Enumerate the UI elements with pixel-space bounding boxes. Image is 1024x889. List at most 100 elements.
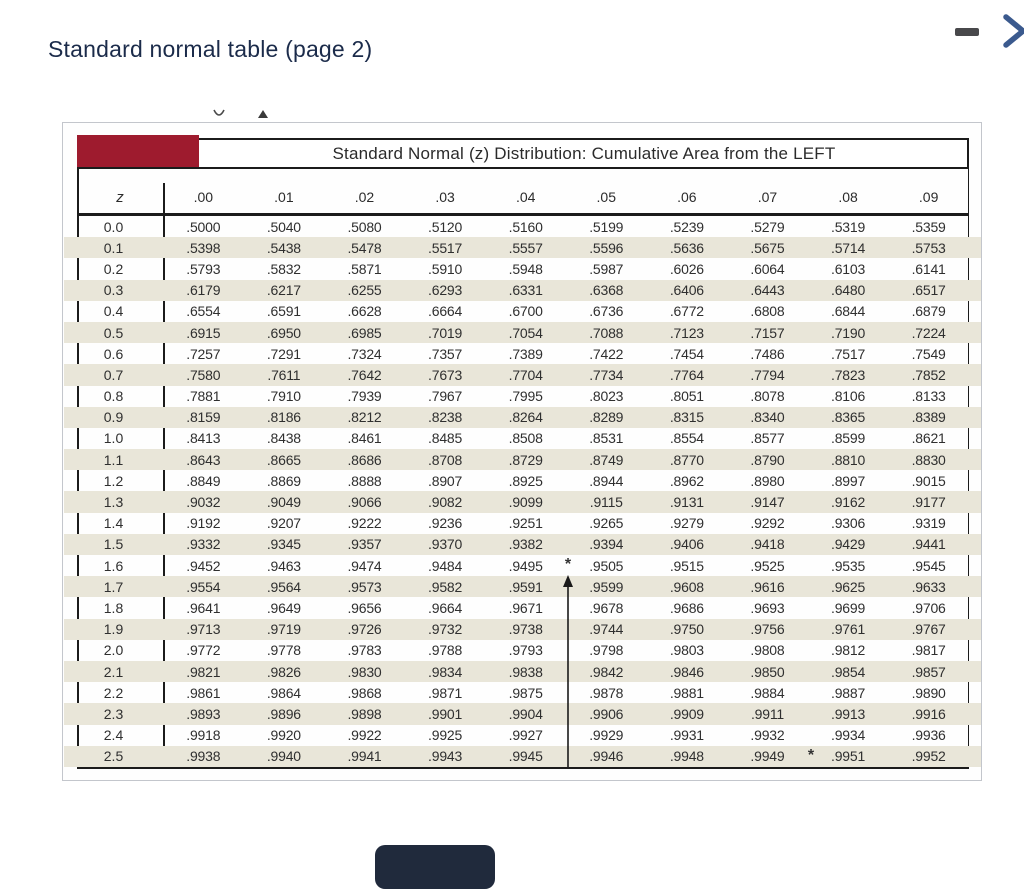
table-row: 1.5 .9332 .9345 .9357 .9370 .9382 .9394 .9406 .9… [64,533,981,555]
table-cell: .8907 [428,472,463,489]
table-row: 1.6 .9452 .9463 .9474 .9484 .9495 .9505 .9515 .9… [64,555,981,576]
table-cell: .9306 [831,515,866,532]
table-cell: .9850 [750,663,785,680]
table-cell: .9719 [266,621,301,638]
table-cell: .9222 [347,515,382,532]
table-cell: .9878 [589,684,624,701]
table-cell: .8869 [266,472,301,489]
table-cell: .9608 [669,578,704,595]
column-header-00: .00 [193,189,214,205]
table-cell: .9332 [186,536,221,553]
table-row: 1.9 .9713 .9719 .9726 .9732 .9738 .9744 .9750 .9… [64,618,981,640]
table-cell: .9292 [750,515,785,532]
table-cell: .8599 [831,430,866,447]
table-cell: .5279 [750,218,785,235]
table-cell: .9049 [266,494,301,511]
table-cell: .9394 [589,536,624,553]
table-cell: .9918 [186,727,221,744]
table-cell: .9082 [428,494,463,511]
table-cell: .7088 [589,324,624,341]
table-cell: .9545 [911,557,946,574]
table-cell: .9591 [508,578,543,595]
column-header-08: .08 [838,189,858,205]
table-cell: .8485 [428,430,463,447]
table-cell: .9887 [831,684,866,701]
table-cell: .9032 [186,494,221,511]
table-cell: .9738 [508,621,543,638]
table-cell: .6443 [750,282,785,299]
table-cell: .7611 [267,366,301,383]
table-row: 1.7 .9554 .9564 .9573 .9582 .9591 .9599 .9608 .9… [64,576,981,598]
table-cell: .5871 [347,260,382,277]
z-column-divider [163,183,165,769]
table-cell: .9625 [831,578,866,595]
table-cell: .9812 [831,642,866,659]
table-cell: .8438 [266,430,301,447]
table-cell: .9909 [669,705,704,722]
table-cell: .7794 [750,366,785,383]
table-row: 2.2 .9861 .9864 .9868 .9871 .9875 .9878 .9881 .9… [64,682,981,703]
z-value: 0.0 [103,218,124,235]
table-cell: .9706 [911,599,946,616]
table-cell: .8770 [669,451,704,468]
table-cell: .8023 [589,388,624,405]
table-cell: .9641 [186,599,221,616]
table-cell: .5596 [589,239,624,256]
bottom-button-partial[interactable] [375,845,495,889]
table-cell: .8531 [589,430,624,447]
z-table-scan: Standard Normal (z) Distribution: Cumula… [62,122,982,781]
table-cell: .9871 [428,684,463,701]
table-cell: .9015 [911,472,946,489]
z-value: 1.6 [103,557,124,574]
table-cell: .9406 [669,536,704,553]
table-cell: .9826 [266,663,301,680]
table-cell: .9943 [428,748,463,765]
table-cell: .9686 [669,599,704,616]
z-value: 2.3 [103,705,124,722]
z-value: 1.9 [103,621,124,638]
chevron-right-glyph [1003,14,1024,48]
table-cell: .7704 [508,366,543,383]
table-cell: .8051 [669,388,704,405]
table-cell: .9744 [589,621,624,638]
table-cell: .6293 [428,282,463,299]
table-cell: .5160 [508,218,543,235]
table-cell: .9699 [831,599,866,616]
table-cell: .6141 [911,260,946,277]
table-cell: .9418 [750,536,785,553]
table-cell: .9370 [428,536,463,553]
table-cell: .7910 [266,388,301,405]
column-header-05: .05 [596,189,616,205]
table-cell: .5987 [589,260,624,277]
table-row: 0.4 .6554 .6591 .6628 .6664 .6700 .6736 .6772 .6… [64,301,981,322]
table-row: 2.3 .9893 .9896 .9898 .9901 .9904 .9906 .9909 .9… [64,703,981,725]
table-cell: .6406 [669,282,704,299]
table-cell: .6217 [266,282,301,299]
table-cell: .8729 [508,451,543,468]
table-row: 0.6 .7257 .7291 .7324 .7357 .7389 .7422 .7454 .7… [64,343,981,364]
table-cell: .6331 [508,282,543,299]
table-cell: .9783 [347,642,382,659]
table-cell: .7324 [347,345,382,362]
table-cell: .6879 [911,303,946,320]
table-cell: .9756 [750,621,785,638]
column-header-02: .02 [354,189,375,205]
minimize-icon[interactable] [955,28,979,36]
table-cell: .8340 [750,409,785,426]
table-cell: .9099 [508,494,543,511]
chevron-right-icon[interactable] [1002,13,1024,49]
table-cell: .9131 [669,494,704,511]
table-cell: .9945 [508,748,543,765]
table-cell: .8849 [186,472,221,489]
table-cell: .5478 [347,239,382,256]
table-cell: .9441 [911,536,946,553]
table-body: 0.0 .5000 .5040 .5080 .5120 .5160 .5199 .5239 .5… [64,216,981,767]
table-cell: .9713 [186,621,221,638]
z-value: 0.6 [103,345,124,362]
table-cell: .7764 [669,366,704,383]
table-cell: .8365 [831,409,866,426]
table-cell: .9940 [266,748,301,765]
table-cell: .9911 [750,705,784,722]
table-cell: .8133 [911,388,946,405]
table-cell: .8078 [750,388,785,405]
